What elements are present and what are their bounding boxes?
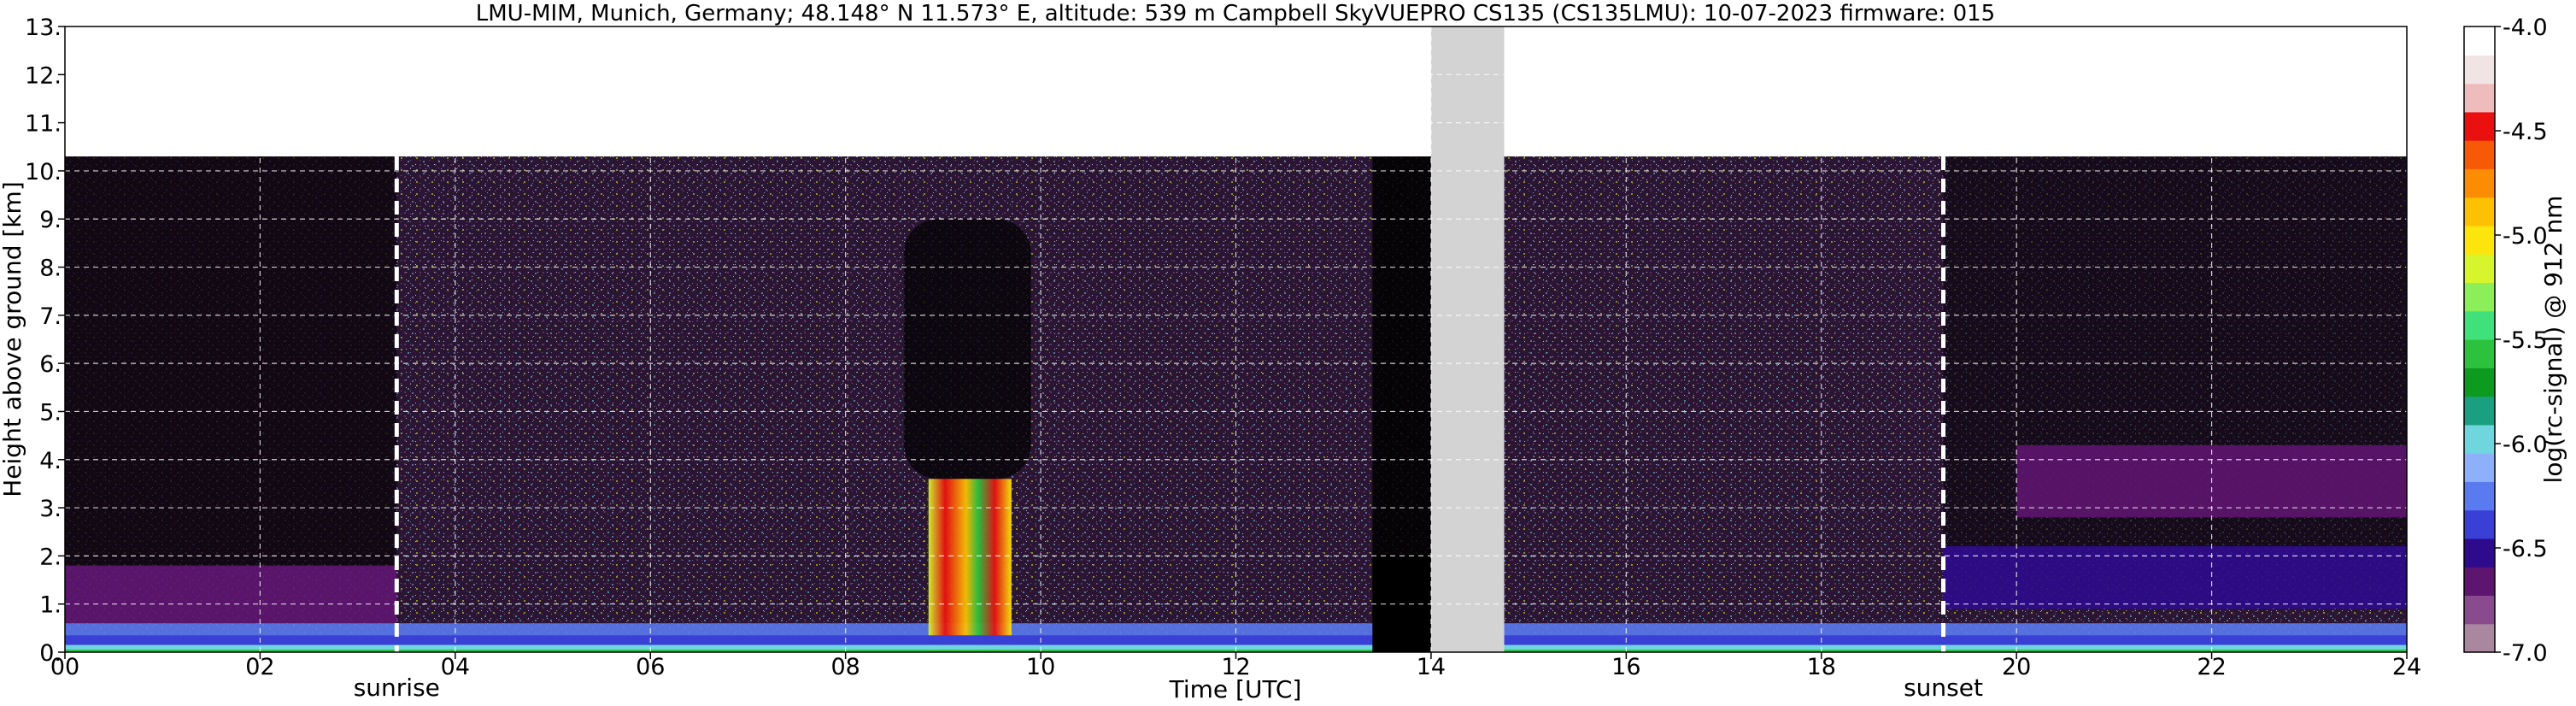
chart-title: LMU-MIM, Munich, Germany; 48.148° N 11.5…	[476, 1, 1995, 26]
y-tick-label-4: 4.	[39, 448, 62, 474]
y-tick-label-13: 13.	[25, 15, 62, 41]
x-tick-label-3: 06	[636, 654, 665, 680]
x-tick-label-2: 04	[441, 654, 470, 680]
colorbar-segment-5	[2464, 481, 2495, 511]
colorbar-tick-label-4: -6.0	[2503, 432, 2548, 458]
x-axis-label: Time [UTC]	[1169, 675, 1302, 703]
x-tick-label-11: 22	[2197, 654, 2226, 680]
colorbar-tick-label-2: -5.0	[2503, 223, 2548, 250]
colorbar-tick-label-5: -6.5	[2503, 536, 2548, 562]
y-tick-label-0: 0.	[39, 640, 62, 667]
y-tick-label-2: 2.	[39, 544, 62, 570]
plot-area	[64, 26, 2408, 653]
colorbar-segment-15	[2464, 197, 2495, 227]
y-tick-label-5: 5.	[39, 399, 62, 426]
x-tick-label-9: 18	[1807, 654, 1836, 680]
colorbar-segment-21	[2464, 26, 2495, 56]
colorbar-segment-4	[2464, 509, 2495, 539]
colorbar-segment-8	[2464, 396, 2495, 426]
colorbar	[2463, 26, 2496, 653]
x-tick-label-8: 16	[1611, 654, 1640, 680]
colorbar-label: log(rc-signal) @ 912 nm	[2539, 196, 2567, 484]
y-tick-label-8: 8.	[39, 256, 62, 282]
y-tick-label-7: 7.	[39, 303, 62, 330]
x-tick-label-1: 02	[245, 654, 274, 680]
y-tick-label-6: 6.	[39, 351, 62, 378]
y-tick-label-1: 1.	[39, 592, 62, 619]
x-tick-label-4: 08	[830, 654, 860, 680]
marker-label-sunrise: sunrise	[354, 674, 440, 702]
colorbar-segment-17	[2464, 140, 2495, 169]
missing-data-block	[1430, 26, 1505, 652]
colorbar-segment-16	[2464, 168, 2495, 198]
y-tick-label-3: 3.	[39, 496, 62, 522]
x-tick-label-12: 24	[2392, 654, 2421, 680]
colorbar-segment-20	[2464, 55, 2495, 85]
marker-labels: sunrise sunset	[354, 674, 1983, 702]
colorbar-segment-7	[2464, 424, 2495, 454]
x-tick-label-10: 20	[2002, 654, 2031, 680]
colorbar-segment-13	[2464, 254, 2495, 284]
marker-label-sunset: sunset	[1904, 674, 1983, 702]
y-tick-label-12: 12.	[25, 62, 62, 89]
sun-markers	[394, 156, 1946, 652]
colorbar-segment-9	[2464, 368, 2495, 397]
colorbar-segment-18	[2464, 111, 2495, 141]
colorbar-segment-11	[2464, 310, 2495, 340]
colorbar-segment-6	[2464, 453, 2495, 482]
colorbar-segment-1	[2464, 595, 2495, 625]
colorbar-segment-19	[2464, 83, 2495, 113]
cloud-shadow-region	[904, 219, 1031, 479]
colorbar-tick-label-6: -7.0	[2503, 640, 2548, 667]
colorbar-segment-10	[2464, 339, 2495, 368]
colorbar-tick-label-0: -4.0	[2503, 15, 2548, 41]
colorbar-ticks: -4.0 -4.5 -5.0 -5.5 -6.0 -6.5 -7.0	[2495, 15, 2548, 667]
colorbar-tick-label-1: -4.5	[2503, 119, 2548, 145]
colorbar-tick-label-3: -5.5	[2503, 327, 2548, 354]
colorbar-segment-12	[2464, 282, 2495, 312]
layer-2	[1943, 546, 2407, 609]
x-tick-label-5: 10	[1026, 654, 1055, 680]
colorbar-segment-3	[2464, 538, 2495, 568]
layer-4	[928, 479, 1012, 652]
y-tick-label-11: 11.	[25, 111, 62, 138]
y-tick-label-9: 9.	[39, 207, 62, 233]
colorbar-segment-14	[2464, 225, 2495, 255]
y-tick-label-10: 10.	[25, 159, 62, 185]
x-axis-ticks: 00 02 04 06 08 10 12 14 16 18 20 22 24	[50, 652, 2421, 680]
x-tick-label-7: 14	[1417, 654, 1446, 680]
colorbar-segment-0	[2464, 623, 2495, 653]
colorbar-segment-2	[2464, 567, 2495, 597]
x-tick-label-0: 00	[50, 654, 79, 680]
grid-lines	[65, 26, 2407, 652]
y-axis-label: Height above ground [km]	[0, 181, 26, 497]
layer-0	[65, 565, 397, 624]
y-axis-ticks: 0. 1. 2. 3. 4. 5. 6. 7. 8. 9. 10. 11. 12. 13.	[25, 15, 65, 667]
x-tick-label-6: 12	[1221, 654, 1250, 680]
night-dark-region	[65, 156, 397, 566]
